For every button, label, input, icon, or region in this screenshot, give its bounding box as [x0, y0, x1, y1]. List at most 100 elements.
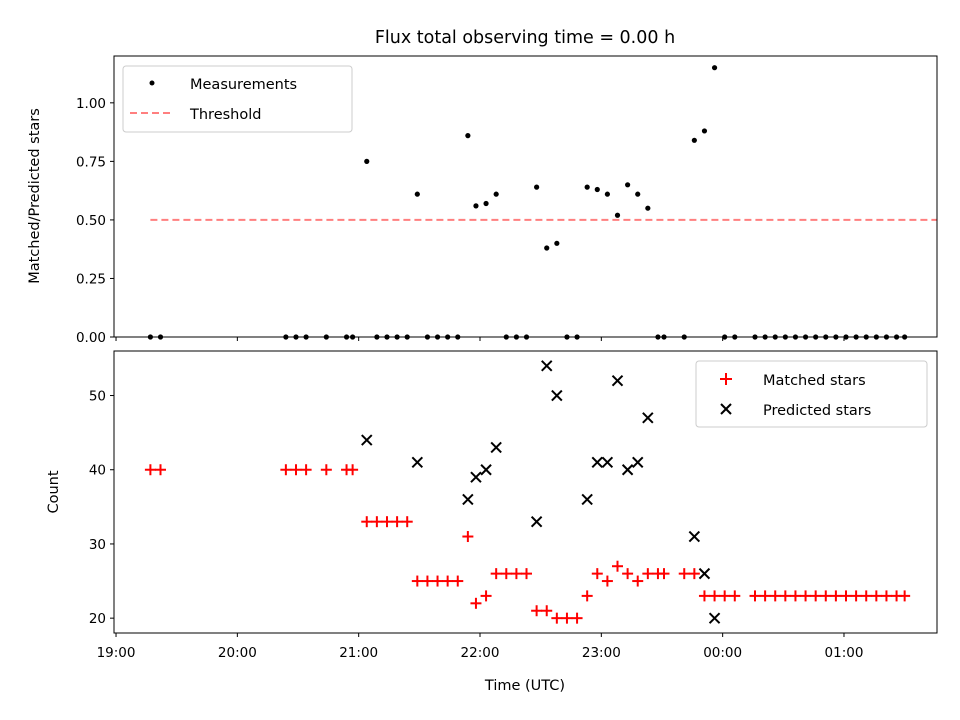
matched-stars-point — [642, 568, 654, 580]
matched-stars-point — [581, 590, 593, 602]
predicted-stars-point — [470, 471, 482, 483]
bottom-y-tick-label: 30 — [89, 537, 106, 553]
predicted-stars-legend-label: Predicted stars — [763, 403, 871, 419]
measurement-point — [544, 245, 550, 251]
matched-stars-legend-label: Matched stars — [763, 373, 866, 389]
measurement-point — [483, 200, 489, 207]
top-plot-frame — [113, 55, 938, 338]
matched-stars-point — [820, 590, 832, 602]
matched-stars-point — [510, 568, 522, 580]
bottom-legend: Matched stars Predicted stars — [695, 360, 928, 428]
matched-stars-point — [300, 464, 312, 476]
predicted-stars-point — [530, 515, 543, 528]
matched-stars-point — [371, 516, 383, 528]
matched-stars-point — [421, 575, 433, 587]
matched-stars-point — [632, 575, 644, 587]
predicted-stars-point — [480, 464, 492, 476]
bottom-y-tick-label: 50 — [89, 389, 106, 405]
measurement-point — [691, 137, 697, 143]
predicted-stars-point — [411, 456, 424, 469]
matched-stars-point — [531, 605, 543, 617]
matched-stars-point — [658, 568, 670, 580]
measurement-point — [473, 203, 479, 209]
bottom-legend-box — [695, 360, 928, 428]
matched-stars-point — [411, 575, 423, 587]
predicted-stars-point — [708, 612, 721, 624]
predicted-stars-point — [361, 434, 373, 446]
bottom-y-tick-label: 20 — [89, 611, 106, 627]
measurement-point — [414, 191, 420, 197]
threshold-legend-label: Threshold — [189, 107, 261, 123]
predicted-stars-point — [462, 493, 474, 506]
x-tick-label: 00:00 — [703, 645, 742, 661]
top-legend: Measurements Threshold — [122, 65, 353, 133]
measurement-point — [635, 191, 641, 197]
matched-stars-point — [729, 590, 741, 602]
predicted-stars-point — [541, 360, 553, 372]
x-tick-label: 19:00 — [97, 645, 136, 661]
predicted-stars-point — [621, 464, 634, 476]
x-tick-label: 20:00 — [218, 645, 257, 661]
matched-stars-point — [880, 590, 892, 602]
matched-stars-point — [442, 575, 454, 587]
bottom-plot-frame — [113, 350, 938, 634]
matched-stars-point — [571, 612, 583, 624]
matched-stars-point — [870, 590, 882, 602]
matched-stars-point — [850, 590, 862, 602]
predicted-stars-point — [581, 493, 593, 506]
measurements-legend-label: Measurements — [190, 77, 297, 93]
matched-stars-point — [144, 464, 156, 476]
measurement-point — [604, 191, 610, 197]
bottom-plot-area: 20 30 40 50 19:00 20:00 21:00 22:00 23:00 00:00 01… — [89, 360, 911, 661]
matched-stars-point — [622, 568, 634, 580]
measurements-legend-marker — [149, 80, 155, 86]
top-y-tick-label: 0.75 — [76, 154, 106, 170]
matched-stars-point — [719, 590, 731, 602]
matched-stars-point — [759, 590, 771, 602]
measurement-point — [614, 212, 621, 218]
matched-stars-point — [361, 516, 373, 528]
matched-stars-legend-marker — [720, 373, 732, 385]
matched-stars-point — [800, 590, 812, 602]
measurement-point — [645, 205, 651, 211]
matched-stars-point — [709, 590, 721, 602]
matched-stars-point — [899, 590, 911, 602]
x-tick-label: 01:00 — [825, 645, 864, 661]
matched-stars-point — [500, 568, 512, 580]
matched-stars-point — [561, 612, 573, 624]
top-y-tick-label: 0.25 — [76, 271, 106, 287]
predicted-stars-point — [551, 389, 563, 402]
matched-stars-point — [810, 590, 822, 602]
measurement-point — [701, 128, 708, 134]
x-tick-label: 22:00 — [461, 645, 500, 661]
predicted-stars-point — [490, 441, 502, 454]
matched-stars-point — [432, 575, 444, 587]
measurement-point — [534, 184, 540, 190]
matched-stars-point — [678, 568, 690, 580]
measurement-point — [584, 184, 590, 190]
matched-stars-point — [541, 605, 553, 617]
predicted-stars-point — [611, 374, 624, 387]
matched-stars-point — [290, 464, 302, 476]
matched-stars-point — [591, 568, 603, 580]
matched-stars-point — [521, 568, 533, 580]
x-axis-label: Time (UTC) — [484, 678, 565, 694]
predicted-stars-point — [632, 456, 644, 469]
bottom-y-tick-label: 40 — [89, 463, 106, 479]
matched-stars-point — [551, 612, 563, 624]
matched-stars-point — [601, 575, 613, 587]
top-y-tick-label: 0.00 — [76, 330, 106, 346]
matched-stars-point — [280, 464, 292, 476]
measurement-point — [625, 182, 631, 188]
predicted-stars-point — [642, 412, 654, 424]
top-y-axis-label: Matched/Predicted stars — [27, 108, 43, 284]
predicted-stars-legend-marker — [720, 403, 732, 415]
x-tick-label: 21:00 — [339, 645, 378, 661]
top-y-tick-label: 0.50 — [76, 213, 106, 229]
matched-stars-point — [860, 590, 872, 602]
matched-stars-point — [347, 464, 359, 476]
x-tick-label: 23:00 — [582, 645, 621, 661]
matched-stars-point — [452, 575, 464, 587]
top-chart-title: Flux total observing time = 0.00 h — [375, 28, 675, 48]
